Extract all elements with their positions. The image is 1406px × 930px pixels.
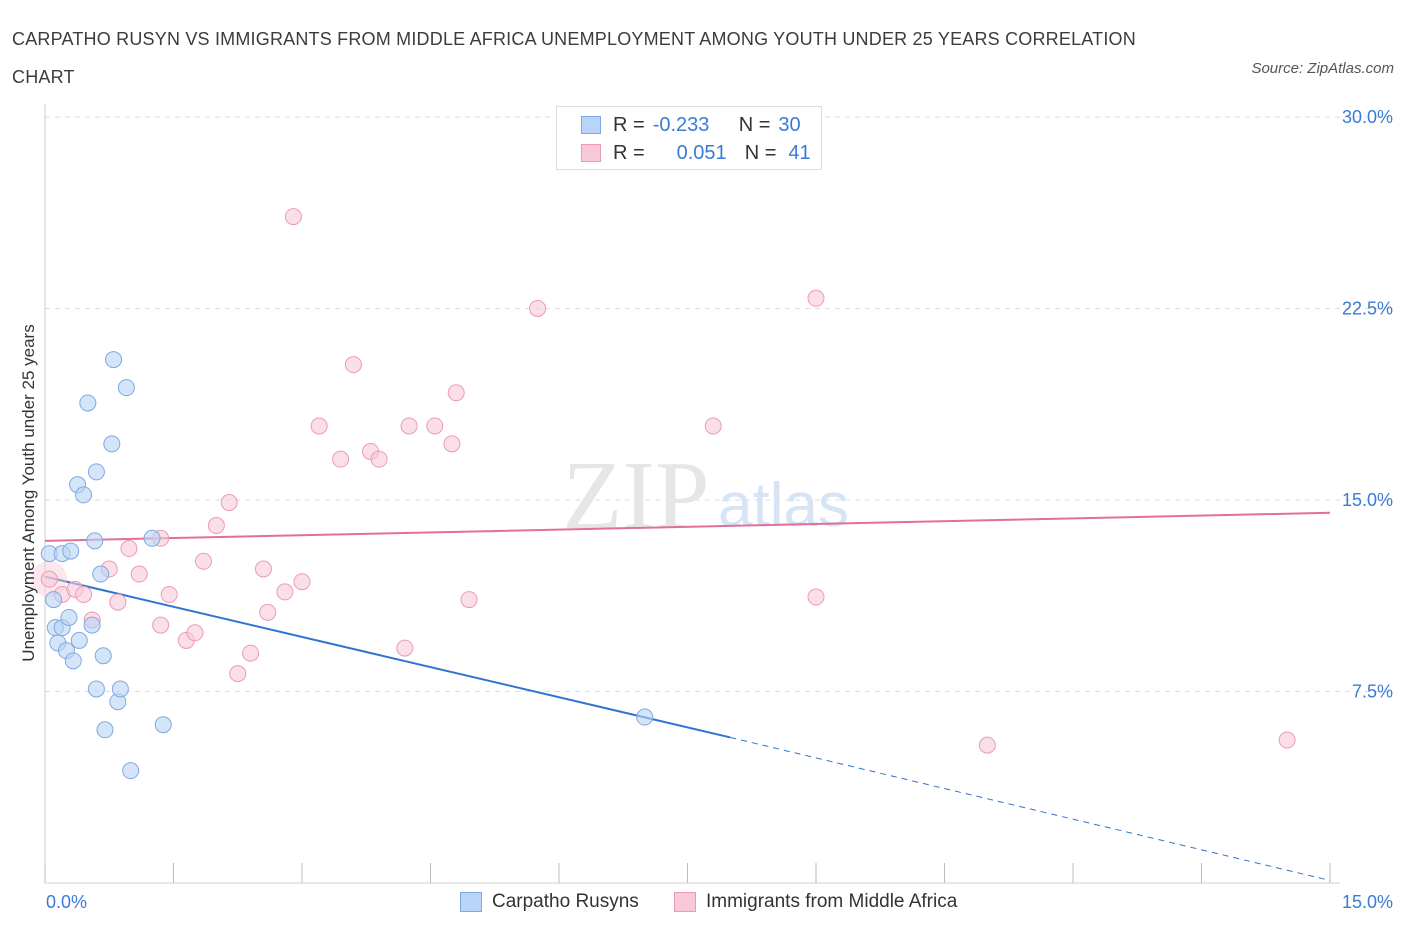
point-africa	[75, 585, 93, 603]
point-africa	[310, 417, 328, 435]
series-label-carpatho: Carpatho Rusyns	[492, 891, 639, 912]
chart-title: CARPATHO RUSYN VS IMMIGRANTS FROM MIDDLE…	[12, 29, 1136, 87]
point-africa	[704, 417, 722, 435]
correlation-legend: R = -0.233 N = 30 R = 0.051 N = 41	[556, 106, 822, 170]
trend-line-africa	[44, 511, 1331, 542]
point-africa	[120, 540, 138, 558]
y-tick-label: 7.5%	[1352, 682, 1393, 702]
point-africa	[460, 591, 478, 609]
series-label-africa: Immigrants from Middle Africa	[706, 891, 958, 912]
y-tick-label: 22.5%	[1342, 299, 1393, 319]
point-carpatho	[154, 716, 172, 734]
point-carpatho	[103, 435, 121, 453]
legend-r-value: -0.233	[652, 113, 710, 136]
point-africa	[40, 570, 58, 588]
point-carpatho	[62, 542, 80, 560]
point-carpatho	[636, 708, 654, 726]
tick-labels: 7.5% 15.0% 22.5% 30.0% 0.0% 15.0%	[46, 107, 1393, 912]
point-africa	[529, 300, 547, 317]
point-africa	[259, 603, 277, 621]
x-tick-label: 15.0%	[1342, 892, 1393, 912]
legend-row-africa: R = 0.051 N = 41	[581, 139, 811, 167]
watermark-zip: ZIP	[563, 442, 710, 550]
point-carpatho	[79, 394, 97, 412]
series-swatch-pink	[674, 892, 696, 912]
point-africa	[807, 289, 825, 307]
point-africa	[284, 208, 302, 226]
point-africa	[443, 435, 461, 453]
point-africa	[229, 665, 247, 683]
legend-swatch-blue	[581, 116, 601, 134]
point-carpatho	[45, 591, 63, 609]
point-africa	[152, 616, 170, 634]
trend-lines	[44, 511, 1331, 881]
point-africa	[1278, 731, 1296, 749]
series-legend-africa: Immigrants from Middle Africa	[674, 888, 957, 916]
point-africa	[220, 494, 238, 512]
legend-n-value: 30	[778, 113, 801, 136]
legend-n-label: N =	[744, 141, 777, 164]
point-africa	[426, 417, 444, 435]
point-africa	[978, 736, 996, 754]
legend-r-value: 0.051	[676, 141, 727, 164]
point-africa	[332, 450, 350, 468]
point-africa	[400, 417, 418, 435]
point-africa	[254, 560, 272, 578]
point-africa	[447, 384, 465, 402]
y-axis-label: Unemployment Among Youth under 25 years	[19, 324, 38, 661]
point-carpatho	[83, 616, 101, 634]
point-africa	[293, 573, 311, 591]
legend-row-carpatho: R = -0.233 N = 30	[581, 111, 801, 139]
point-carpatho	[70, 631, 88, 649]
point-africa	[186, 624, 204, 642]
watermark: ZIP atlas	[563, 442, 849, 550]
series-swatch-blue	[460, 892, 482, 912]
legend-n-value: 41	[788, 141, 811, 164]
point-africa	[109, 593, 127, 611]
point-africa	[370, 450, 388, 468]
point-africa	[242, 644, 260, 662]
axes	[44, 104, 1340, 884]
point-africa	[160, 585, 178, 603]
point-carpatho	[87, 463, 105, 481]
point-carpatho	[60, 608, 78, 626]
point-carpatho	[64, 652, 82, 670]
legend-r-label: R =	[613, 113, 645, 136]
point-africa	[207, 517, 225, 535]
point-africa	[396, 639, 414, 657]
point-africa	[276, 583, 294, 601]
point-carpatho	[111, 680, 129, 698]
point-africa	[130, 565, 148, 583]
point-carpatho	[87, 680, 105, 698]
legend-swatch-pink	[581, 144, 601, 162]
point-carpatho	[143, 529, 161, 547]
point-carpatho	[105, 351, 123, 369]
point-africa	[194, 552, 212, 570]
data-points	[31, 208, 1296, 780]
y-tick-label: 30.0%	[1342, 107, 1393, 127]
grid-lines	[45, 116, 1390, 692]
trend-line-carpatho-extension	[730, 736, 1331, 881]
watermark-atlas: atlas	[718, 471, 849, 540]
legend-n-label: N =	[738, 113, 771, 136]
point-carpatho	[86, 532, 104, 550]
point-africa	[344, 356, 362, 374]
point-carpatho	[96, 721, 114, 739]
point-africa	[807, 588, 825, 606]
y-tick-label: 15.0%	[1342, 490, 1393, 510]
point-carpatho	[122, 762, 140, 780]
source-label: Source: ZipAtlas.com	[1251, 60, 1394, 77]
point-carpatho	[117, 379, 135, 397]
point-carpatho	[92, 565, 110, 583]
legend-r-label: R =	[613, 141, 645, 164]
x-tick-label: 0.0%	[46, 892, 87, 912]
point-carpatho	[94, 647, 112, 665]
series-legend-carpatho: Carpatho Rusyns	[460, 888, 639, 916]
point-carpatho	[75, 486, 93, 504]
trend-line-carpatho	[44, 575, 731, 739]
